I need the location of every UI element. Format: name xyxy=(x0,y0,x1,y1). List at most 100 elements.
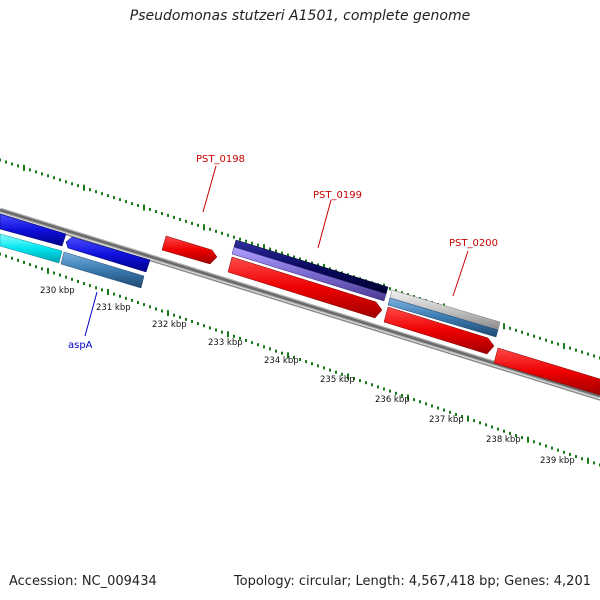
minor-tick-mark xyxy=(563,450,565,454)
gene-aspa[interactable] xyxy=(60,251,145,289)
minor-tick-mark xyxy=(371,383,373,387)
minor-tick-mark xyxy=(47,174,49,178)
minor-tick-mark xyxy=(473,419,475,423)
minor-tick-mark xyxy=(311,362,313,366)
major-tick-mark xyxy=(47,267,49,274)
minor-tick-mark xyxy=(455,412,457,416)
minor-tick-mark xyxy=(533,334,535,338)
minor-tick-mark xyxy=(293,255,295,259)
gene-forward-blue-left[interactable] xyxy=(0,213,67,247)
minor-tick-mark xyxy=(365,381,367,385)
minor-tick-mark xyxy=(497,427,499,431)
minor-tick-mark xyxy=(545,444,547,448)
major-tick-mark xyxy=(347,373,349,380)
gene-red-lower-1[interactable] xyxy=(227,256,383,319)
gene-label-pst0200: PST_0200 xyxy=(449,238,498,249)
minor-tick-mark xyxy=(35,265,37,269)
major-tick-mark xyxy=(23,164,25,171)
minor-tick-mark xyxy=(197,322,199,326)
minor-tick-mark xyxy=(17,164,19,168)
gene-pst0198[interactable] xyxy=(161,235,218,265)
minor-tick-mark xyxy=(95,190,97,194)
minor-tick-mark xyxy=(269,347,271,351)
minor-tick-mark xyxy=(353,377,355,380)
minor-tick-mark xyxy=(581,457,583,461)
minor-tick-mark xyxy=(137,301,139,304)
major-tick-mark xyxy=(83,184,85,191)
gene-cyan[interactable] xyxy=(0,233,63,264)
minor-tick-mark xyxy=(491,425,493,429)
minor-tick-mark xyxy=(59,178,61,182)
minor-tick-mark xyxy=(509,431,511,435)
minor-tick-mark xyxy=(323,366,325,370)
minor-tick-mark xyxy=(545,338,547,342)
gene-pst0199-lower[interactable] xyxy=(231,246,387,302)
minor-tick-mark xyxy=(131,298,133,302)
minor-tick-mark xyxy=(329,368,331,372)
minor-tick-mark xyxy=(575,455,577,459)
minor-tick-mark xyxy=(437,406,439,410)
major-tick-mark xyxy=(287,352,289,359)
minor-tick-mark xyxy=(299,358,301,361)
minor-tick-mark xyxy=(251,241,253,245)
minor-tick-mark xyxy=(443,408,445,412)
minor-tick-mark xyxy=(539,336,541,340)
minor-tick-mark xyxy=(581,350,583,354)
minor-tick-mark xyxy=(521,330,523,334)
minor-tick-mark xyxy=(485,423,487,427)
minor-tick-mark xyxy=(593,461,595,465)
minor-tick-mark xyxy=(305,259,307,263)
gene-red-lower-3[interactable] xyxy=(493,347,600,396)
gene-pst0200-lower[interactable] xyxy=(387,297,499,338)
minor-tick-mark xyxy=(551,340,553,344)
minor-tick-mark xyxy=(83,282,85,285)
minor-tick-mark xyxy=(515,328,517,332)
major-tick-mark xyxy=(467,415,469,422)
minor-tick-mark xyxy=(503,429,505,433)
minor-tick-mark xyxy=(29,263,31,267)
gene-reverse-blue[interactable] xyxy=(65,236,151,273)
minor-tick-mark xyxy=(5,160,7,164)
minor-tick-mark xyxy=(161,309,163,313)
label-line-pst0199 xyxy=(317,199,332,249)
minor-tick-mark xyxy=(161,212,163,215)
minor-tick-mark xyxy=(305,360,307,364)
label-line-aspa xyxy=(84,291,98,337)
minor-tick-mark xyxy=(425,402,427,406)
minor-tick-mark xyxy=(257,343,259,347)
major-tick-mark xyxy=(203,224,205,231)
minor-tick-mark xyxy=(377,385,379,389)
minor-tick-mark xyxy=(173,313,175,317)
minor-tick-mark xyxy=(233,235,235,239)
minor-tick-mark xyxy=(71,277,73,281)
minor-tick-mark xyxy=(185,317,187,321)
genome-backbone xyxy=(0,207,600,401)
accession-text: Accession: NC_009434 xyxy=(9,574,157,589)
gene-label-pst0199: PST_0199 xyxy=(313,190,362,201)
minor-tick-mark xyxy=(575,348,577,352)
tick-label: 230 kbp xyxy=(40,286,75,296)
minor-tick-mark xyxy=(311,261,313,265)
minor-tick-mark xyxy=(5,254,7,258)
minor-tick-mark xyxy=(179,217,181,221)
minor-tick-mark xyxy=(191,221,193,225)
minor-tick-mark xyxy=(293,355,295,359)
major-tick-mark xyxy=(323,263,325,270)
minor-tick-mark xyxy=(113,196,115,200)
minor-tick-mark xyxy=(89,188,91,192)
minor-tick-mark xyxy=(113,292,115,296)
minor-tick-mark xyxy=(203,324,205,328)
minor-tick-mark xyxy=(479,421,481,425)
minor-tick-mark xyxy=(71,182,73,186)
minor-tick-mark xyxy=(287,253,289,257)
minor-tick-mark xyxy=(221,231,223,235)
minor-tick-mark xyxy=(35,170,37,174)
gene-red-lower-2[interactable] xyxy=(383,306,495,355)
major-tick-mark xyxy=(407,394,409,401)
minor-tick-mark xyxy=(0,158,1,162)
genome-summary-text: Topology: circular; Length: 4,567,418 bp… xyxy=(233,574,591,589)
minor-tick-mark xyxy=(149,208,151,211)
minor-tick-mark xyxy=(101,192,103,196)
minor-tick-mark xyxy=(401,393,403,397)
